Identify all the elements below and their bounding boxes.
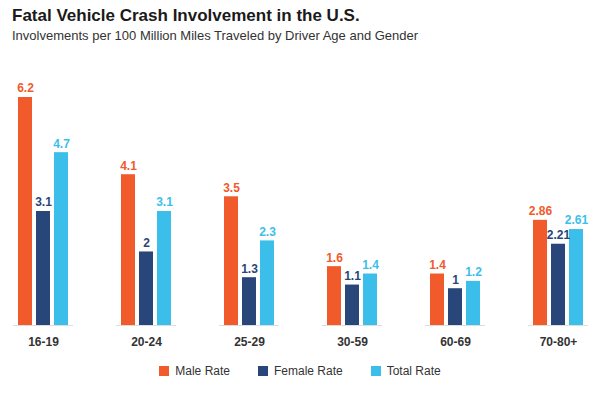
svg-text:2.86: 2.86 (529, 204, 553, 218)
svg-text:70-80+: 70-80+ (540, 335, 578, 349)
svg-text:60-69: 60-69 (440, 335, 471, 349)
svg-text:1.1: 1.1 (344, 269, 361, 283)
html-text:Fatal Vehicle Crash Involvemen: Fatal Vehicle Crash Involvement in the U… (12, 6, 360, 25)
svg-text:25-29: 25-29 (234, 335, 265, 349)
svg-text:1.4: 1.4 (362, 258, 379, 272)
svg-text:2.3: 2.3 (259, 225, 276, 239)
svg-text:4.7: 4.7 (53, 137, 70, 151)
html-text:Involvements per 100 Million M: Involvements per 100 Million Miles Trave… (12, 28, 419, 43)
html-text:Male Rate: Male Rate (175, 364, 230, 378)
svg-text:6.2: 6.2 (17, 81, 34, 95)
html-text:Female Rate: Female Rate (274, 364, 343, 378)
svg-text:2.21: 2.21 (547, 228, 571, 242)
svg-text:4.1: 4.1 (120, 159, 137, 173)
svg-text:3.1: 3.1 (156, 195, 173, 209)
svg-text:1.2: 1.2 (465, 265, 482, 279)
svg-text:1.3: 1.3 (241, 262, 258, 276)
svg-text:3.1: 3.1 (35, 195, 52, 209)
svg-text:1.6: 1.6 (326, 251, 343, 265)
svg-text:2.61: 2.61 (565, 213, 589, 227)
svg-text:1.4: 1.4 (429, 258, 446, 272)
svg-text:30-59: 30-59 (337, 335, 368, 349)
svg-text:2: 2 (143, 236, 150, 250)
svg-text:20-24: 20-24 (131, 335, 162, 349)
svg-text:1: 1 (452, 273, 459, 287)
html-text:Total Rate: Total Rate (386, 364, 441, 378)
svg-text:3.5: 3.5 (223, 181, 240, 195)
svg-text:16-19: 16-19 (28, 335, 59, 349)
